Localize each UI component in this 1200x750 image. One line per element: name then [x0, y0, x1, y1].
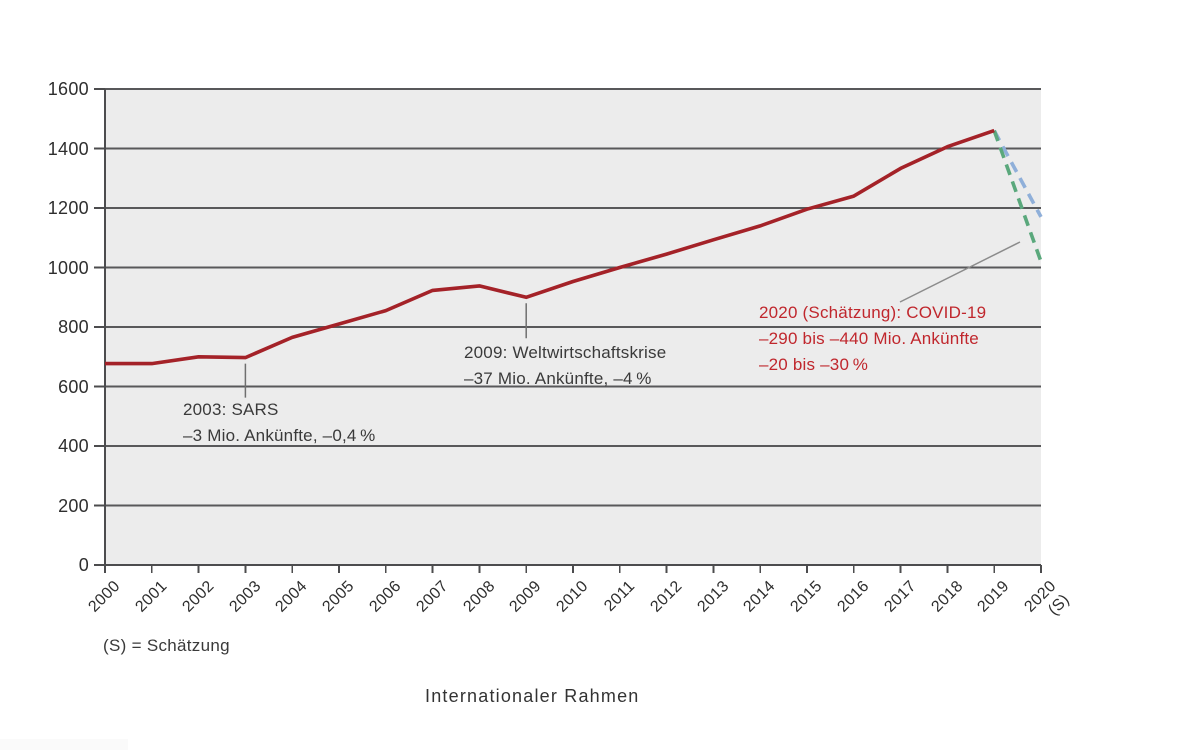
chart-caption: Internationaler Rahmen	[425, 686, 640, 706]
y-tick-label-1200: 1200	[47, 198, 89, 218]
y-tick-label-800: 800	[58, 317, 89, 337]
y-tick-label-600: 600	[58, 376, 89, 397]
footnote-estimate: (S) = Schätzung	[103, 636, 230, 655]
annotation-crisis: 2009: Weltwirtschaftskrise –37 Mio. Ankü…	[464, 340, 666, 392]
annotation-covid-line1: 2020 (Schätzung): COVID-19	[759, 303, 987, 322]
annotation-crisis-line1: 2009: Weltwirtschaftskrise	[464, 343, 667, 362]
annotation-sars-line2: –3 Mio. Ankünfte, –0,4 %	[183, 426, 376, 445]
series-estimate-blue-dashed	[992, 129, 1043, 218]
y-tick-label-1600: 1600	[47, 79, 89, 99]
annotation-covid: 2020 (Schätzung): COVID-19 –290 bis –440…	[759, 300, 986, 378]
y-tick-label-400: 400	[58, 436, 89, 456]
annotation-crisis-line2: –37 Mio. Ankünfte, –4 %	[464, 369, 652, 388]
y-tick-label-1400: 1400	[47, 138, 89, 159]
series-estimate-green-dashed	[992, 129, 1043, 263]
series-arrivals-solid	[105, 128, 995, 366]
annotation-covid-line2: –290 bis –440 Mio. Ankünfte	[759, 329, 979, 348]
y-tick-label-0: 0	[78, 555, 89, 575]
connector-covid	[899, 241, 1021, 303]
y-tick-label-200: 200	[58, 495, 89, 516]
annotation-covid-line3: –20 bis –30 %	[759, 355, 869, 374]
annotation-sars: 2003: SARS –3 Mio. Ankünfte, –0,4 %	[183, 397, 376, 449]
cropped-edge-artifact	[0, 739, 128, 750]
y-tick-label-1000: 1000	[47, 257, 89, 278]
annotation-sars-line1: 2003: SARS	[183, 400, 279, 419]
